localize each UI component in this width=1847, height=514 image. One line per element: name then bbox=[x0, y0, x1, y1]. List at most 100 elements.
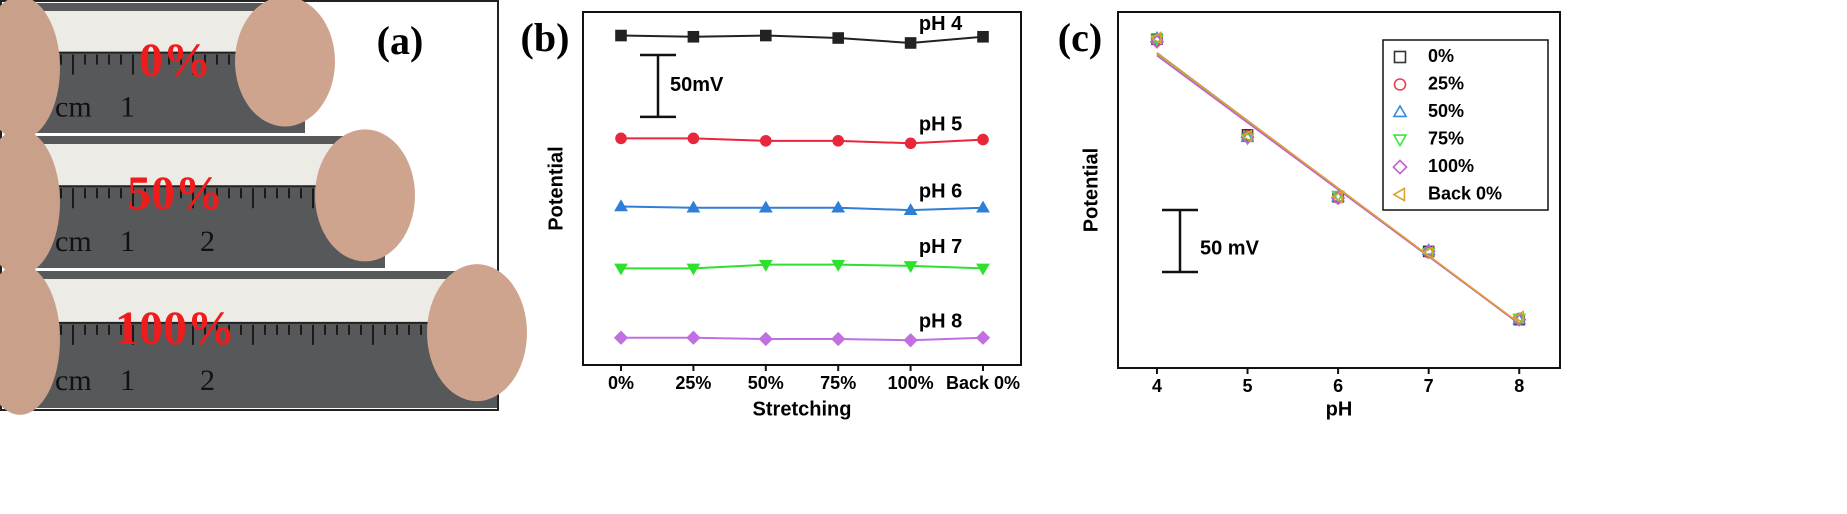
finger bbox=[0, 0, 60, 140]
series-line bbox=[621, 336, 984, 342]
ruler-label: 1 bbox=[120, 225, 135, 258]
stretch-label: 50% bbox=[127, 167, 223, 220]
y-axis-title: Potential bbox=[1080, 148, 1102, 232]
stretch-label: 100% bbox=[115, 302, 235, 355]
x-tick-label: 8 bbox=[1514, 376, 1524, 396]
marker bbox=[615, 132, 627, 145]
marker bbox=[1393, 78, 1407, 91]
marker bbox=[758, 331, 773, 347]
finger bbox=[235, 0, 335, 127]
x-tick-label: 4 bbox=[1152, 376, 1162, 396]
x-tick-label: 7 bbox=[1424, 376, 1434, 396]
x-tick-label: 0% bbox=[608, 373, 634, 393]
x-tick-label: 25% bbox=[675, 373, 711, 393]
legend-label: 50% bbox=[1428, 101, 1464, 121]
marker bbox=[1392, 104, 1408, 118]
marker bbox=[904, 37, 917, 49]
series-line bbox=[620, 205, 984, 212]
finger bbox=[0, 264, 60, 415]
scale-label: 50 mV bbox=[1200, 237, 1260, 259]
marker bbox=[687, 132, 700, 145]
legend-box bbox=[1382, 39, 1549, 211]
ruler-label: 2 bbox=[200, 225, 215, 258]
marker bbox=[1393, 50, 1407, 64]
marker bbox=[759, 29, 772, 42]
marker bbox=[976, 263, 990, 276]
marker bbox=[977, 133, 989, 146]
marker bbox=[975, 330, 991, 345]
marker bbox=[1240, 130, 1255, 143]
marker bbox=[759, 135, 772, 147]
x-tick-label: 5 bbox=[1243, 376, 1253, 396]
legend-label: Back 0% bbox=[1428, 183, 1502, 203]
legend-label: 25% bbox=[1428, 73, 1464, 93]
marker bbox=[1149, 31, 1162, 45]
marker bbox=[686, 200, 701, 213]
paper-strip bbox=[5, 279, 497, 323]
marker bbox=[613, 330, 629, 345]
marker bbox=[758, 200, 773, 213]
marker bbox=[686, 263, 701, 276]
x-tick-label: Back 0% bbox=[946, 373, 1020, 393]
finger bbox=[315, 129, 415, 262]
panel-tag: (c) bbox=[1058, 15, 1102, 60]
x-tick-label: 50% bbox=[748, 373, 784, 393]
series-line bbox=[621, 263, 984, 270]
marker bbox=[977, 30, 989, 43]
marker bbox=[903, 261, 918, 274]
marker bbox=[615, 29, 627, 42]
ruler-label: 1 bbox=[120, 364, 135, 397]
ruler-label: 1 bbox=[120, 90, 135, 123]
series-line bbox=[621, 137, 984, 145]
y-axis-title: Potential bbox=[545, 146, 567, 230]
marker bbox=[976, 200, 990, 213]
marker bbox=[686, 330, 701, 345]
legend-label: 0% bbox=[1428, 46, 1454, 66]
finger bbox=[427, 264, 527, 402]
marker bbox=[1392, 134, 1408, 148]
panel-tag: (a) bbox=[377, 18, 424, 63]
marker bbox=[1330, 189, 1343, 204]
marker bbox=[831, 331, 846, 347]
marker bbox=[832, 32, 845, 44]
marker bbox=[904, 137, 917, 150]
series-label: pH 5 bbox=[919, 114, 962, 136]
finger bbox=[0, 129, 60, 275]
legend-label: 75% bbox=[1428, 128, 1464, 148]
fit-line bbox=[1156, 52, 1520, 324]
x-axis-title: pH bbox=[1326, 398, 1353, 420]
scale-label: 50mV bbox=[670, 74, 724, 96]
marker bbox=[831, 259, 846, 272]
plot-frame bbox=[582, 11, 1022, 366]
panel-tag: (b) bbox=[521, 15, 570, 60]
marker bbox=[1240, 129, 1253, 143]
legend-label: 100% bbox=[1428, 156, 1474, 176]
ruler-label: cm bbox=[55, 364, 92, 397]
marker bbox=[758, 259, 773, 272]
marker bbox=[903, 203, 918, 215]
x-tick-label: 6 bbox=[1333, 376, 1343, 396]
ruler-label: 2 bbox=[200, 364, 215, 397]
marker bbox=[687, 30, 700, 43]
ruler-label: cm bbox=[55, 225, 92, 258]
ruler-label: cm bbox=[55, 90, 92, 123]
series-label: pH 6 bbox=[919, 180, 962, 202]
x-tick-label: 100% bbox=[888, 373, 934, 393]
series-label: pH 4 bbox=[919, 13, 963, 35]
series-line bbox=[620, 34, 984, 44]
marker bbox=[1240, 133, 1255, 146]
stretch-label: 0% bbox=[139, 34, 211, 87]
series-label: pH 8 bbox=[919, 311, 962, 333]
marker bbox=[614, 199, 628, 212]
marker bbox=[831, 200, 846, 213]
marker bbox=[832, 135, 845, 147]
marker bbox=[1392, 159, 1408, 175]
series-label: pH 7 bbox=[919, 236, 962, 258]
marker bbox=[614, 263, 628, 276]
marker bbox=[1392, 187, 1406, 202]
marker bbox=[903, 333, 918, 348]
x-tick-label: 75% bbox=[820, 373, 856, 393]
marker bbox=[1421, 245, 1434, 260]
marker bbox=[1512, 310, 1525, 325]
